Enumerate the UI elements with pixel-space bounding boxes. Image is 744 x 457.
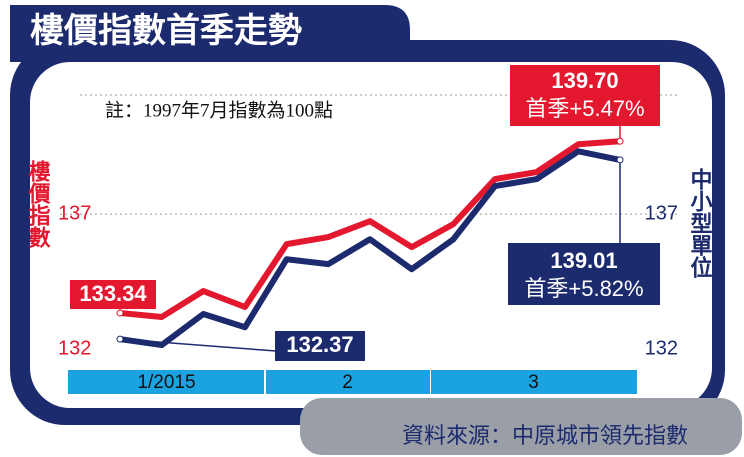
label-box	[508, 243, 660, 305]
title-tab	[10, 5, 410, 62]
source: 資料來源：中原城市領先指數	[402, 423, 688, 448]
x-band	[266, 370, 430, 394]
note: 註：1997年7月指數為100點	[105, 99, 333, 121]
x-band	[431, 370, 637, 394]
value-label: 139.70	[551, 68, 618, 93]
end-dot	[616, 156, 624, 164]
panel	[30, 62, 712, 408]
label-box	[70, 280, 156, 309]
x-tick-label: 2	[342, 372, 353, 393]
connector	[119, 338, 277, 352]
y2-axis-label: 中小型單位	[688, 168, 713, 278]
x-band	[68, 370, 264, 394]
series-line	[119, 138, 621, 320]
y2-tick-label: 132	[645, 337, 678, 359]
y-tick-label: 132	[58, 337, 91, 359]
value-label: 139.01	[550, 248, 617, 273]
y-tick-label: 137	[58, 202, 91, 224]
end-dot	[616, 137, 624, 145]
x-tick-label: 1/2015	[137, 372, 195, 393]
end-dot	[116, 335, 124, 343]
x-tick-label: 3	[528, 372, 539, 393]
source-box	[300, 398, 742, 455]
annotation: 首季+5.47%	[525, 96, 644, 121]
chart-title: 樓價指數首季走勢	[30, 12, 302, 50]
end-dot	[116, 309, 124, 317]
y2-tick-label: 137	[645, 202, 678, 224]
annotation: 首季+5.82%	[524, 276, 643, 301]
y-axis-label: 樓價指數	[26, 160, 52, 249]
value-label: 132.37	[286, 332, 353, 357]
value-label: 133.34	[79, 281, 147, 306]
series-line	[119, 148, 621, 349]
label-box	[275, 331, 365, 361]
label-box	[510, 65, 660, 126]
